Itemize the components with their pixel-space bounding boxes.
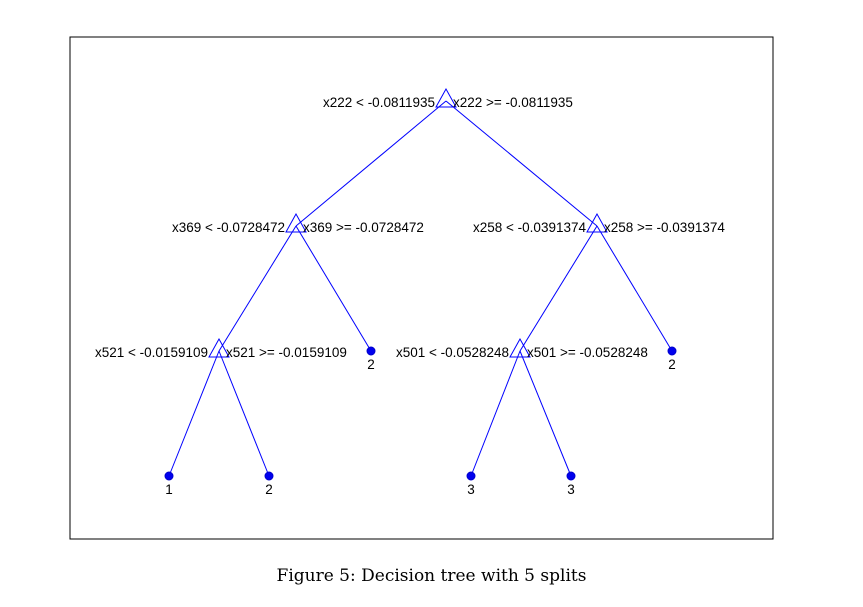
tree-edge-n3-n5 (519, 225, 598, 352)
leaf-class-label-l2: 2 (668, 357, 676, 372)
leaf-class-label-l1: 2 (367, 357, 375, 372)
split-right-label-n5: x501 >= -0.0528248 (527, 345, 648, 360)
tree-edge-n1-n3 (445, 100, 598, 227)
decision-tree-figure: x222 < -0.0811935 x222 >= -0.0811935 x369 … (69, 36, 774, 540)
leaf-node-marker-l4 (264, 471, 274, 481)
tree-edge-n1-n2 (295, 100, 447, 227)
split-left-label-n5: x501 < -0.0528248 (396, 345, 509, 360)
tree-edge-n4-l3 (168, 350, 220, 477)
split-node-marker-n1 (435, 87, 457, 108)
split-node-marker-n5 (509, 337, 531, 358)
tree-markers (164, 87, 677, 481)
leaf-node-marker-l5 (466, 471, 476, 481)
leaf-class-label-l4: 2 (265, 482, 273, 497)
split-left-label-n1: x222 < -0.0811935 (323, 95, 435, 110)
tree-edge-n2-l1 (295, 225, 372, 352)
leaf-node-marker-l1 (366, 346, 376, 356)
split-right-label-n2: x369 >= -0.0728472 (303, 220, 424, 235)
split-left-label-n2: x369 < -0.0728472 (172, 220, 285, 235)
figure-caption: Figure 5: Decision tree with 5 splits (276, 566, 587, 586)
leaf-class-label-l3: 1 (165, 482, 173, 497)
split-left-label-n3: x258 < -0.0391374 (473, 220, 586, 235)
split-right-label-n3: x258 >= -0.0391374 (604, 220, 725, 235)
split-node-marker-n4 (208, 337, 230, 358)
tree-edge-n5-l5 (470, 350, 521, 477)
tree-edge-n3-l2 (596, 225, 673, 352)
tree-edge-n2-n4 (218, 225, 297, 352)
leaf-node-marker-l6 (566, 471, 576, 481)
split-right-label-n4: x521 >= -0.0159109 (226, 345, 347, 360)
leaf-node-marker-l2 (667, 346, 677, 356)
leaf-class-label-l5: 3 (467, 482, 475, 497)
tree-edges (168, 100, 673, 477)
plot-frame (69, 36, 774, 540)
split-node-marker-n3 (586, 212, 608, 233)
leaf-node-marker-l3 (164, 471, 174, 481)
split-right-label-n1: x222 >= -0.0811935 (453, 95, 573, 110)
leaf-class-label-l6: 3 (567, 482, 575, 497)
tree-edge-n4-l4 (218, 350, 270, 477)
split-node-marker-n2 (285, 212, 307, 233)
split-left-label-n4: x521 < -0.0159109 (95, 345, 208, 360)
tree-edge-n5-l6 (519, 350, 572, 477)
tree-labels: x222 < -0.0811935 x222 >= -0.0811935 x369 … (95, 95, 725, 497)
